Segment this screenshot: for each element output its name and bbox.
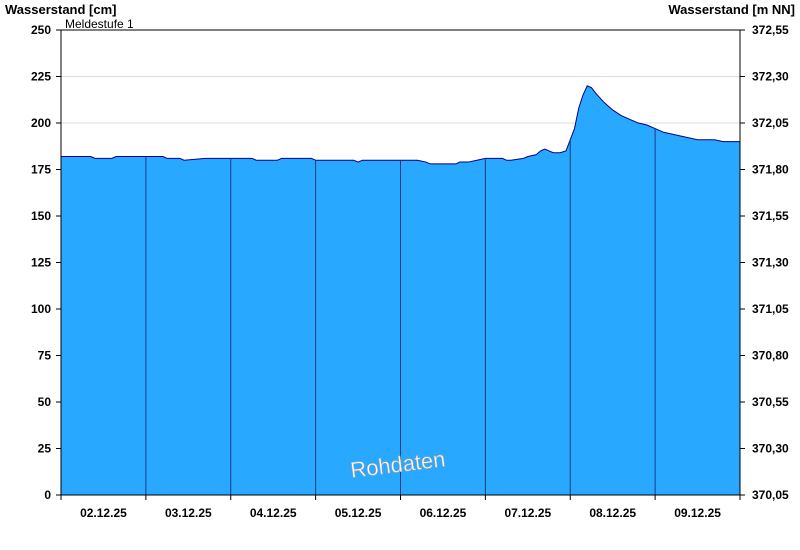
left-tick-label-4: 100: [31, 302, 51, 316]
day-dividers: [145, 128, 656, 495]
left-axis-title: Wasserstand [cm]: [5, 2, 117, 17]
left-tick-label-6: 150: [31, 209, 51, 223]
x-tick-label-2: 04.12.25: [250, 506, 297, 520]
right-tick-label-8: 372,05: [752, 116, 789, 130]
water-level-line: [61, 85, 740, 165]
right-tick-label-6: 371,55: [752, 209, 789, 223]
left-axis: 0 25 50 75 100 125 150 175 200 225 250: [31, 23, 61, 502]
right-tick-label-4: 371,05: [752, 302, 789, 316]
right-axis: 370,05 370,30 370,55 370,80 371,05 371,30 371,…: [740, 23, 789, 502]
left-tick-label-8: 200: [31, 116, 51, 130]
x-tick-label-3: 05.12.25: [335, 506, 382, 520]
right-tick-label-3: 370,80: [752, 349, 789, 363]
right-tick-label-1: 370,30: [752, 442, 789, 456]
x-tick-label-0: 02.12.25: [80, 506, 127, 520]
right-tick-label-5: 371,30: [752, 256, 789, 270]
x-tick-label-6: 08.12.25: [589, 506, 636, 520]
left-tick-label-1: 25: [38, 442, 52, 456]
threshold-label: Meldestufe 1: [65, 17, 134, 31]
x-axis: 02.12.25 03.12.25 04.12.25 05.12.25 06.12.25…: [60, 495, 741, 520]
right-tick-label-9: 372,30: [752, 70, 789, 84]
left-tick-label-0: 0: [44, 488, 51, 502]
left-tick-label-2: 50: [38, 395, 52, 409]
right-tick-label-2: 370,55: [752, 395, 789, 409]
left-tick-label-7: 175: [31, 163, 51, 177]
x-tick-label-7: 09.12.25: [674, 506, 721, 520]
x-tick-label-5: 07.12.25: [504, 506, 551, 520]
right-tick-label-0: 370,05: [752, 488, 789, 502]
x-tick-label-4: 06.12.25: [420, 506, 467, 520]
right-tick-label-10: 372,55: [752, 23, 789, 37]
right-tick-label-7: 371,80: [752, 163, 789, 177]
right-axis-title: Wasserstand [m NN]: [668, 2, 795, 17]
left-tick-label-9: 225: [31, 70, 51, 84]
left-tick-label-3: 75: [38, 349, 52, 363]
left-tick-label-10: 250: [31, 23, 51, 37]
left-tick-label-5: 125: [31, 256, 51, 270]
x-tick-label-1: 03.12.25: [165, 506, 212, 520]
